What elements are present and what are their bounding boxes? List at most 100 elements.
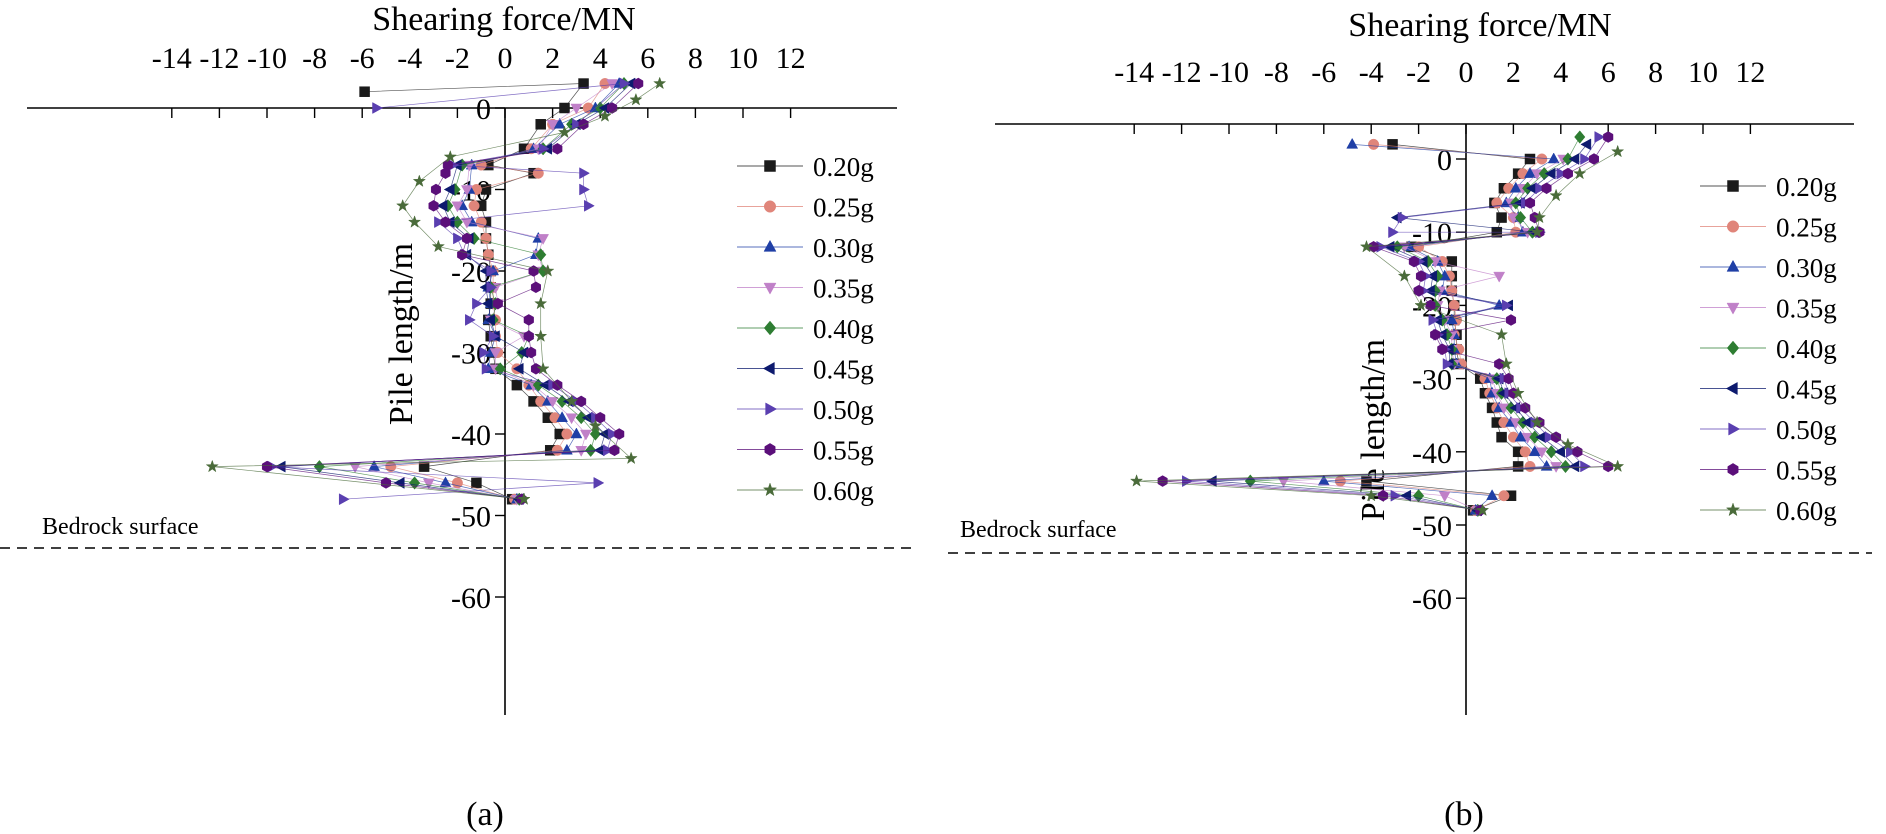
- data-point: [553, 117, 566, 129]
- data-point: [1562, 167, 1573, 180]
- legend-label: 0.60g: [1776, 496, 1837, 526]
- data-point: [1544, 431, 1556, 444]
- data-point: [1486, 489, 1499, 500]
- x-tick-label: 0: [1459, 56, 1474, 89]
- data-point: [412, 174, 427, 188]
- data-point: [440, 167, 451, 179]
- data-point: [1442, 358, 1454, 370]
- data-point: [1554, 445, 1566, 458]
- data-point: [559, 102, 570, 114]
- data-point: [338, 493, 350, 506]
- legend-marker: [1725, 381, 1738, 396]
- data-point: [1511, 386, 1525, 399]
- data-point: [205, 459, 219, 473]
- data-point: [1502, 299, 1513, 312]
- data-point: [579, 167, 591, 180]
- data-point: [1388, 226, 1400, 239]
- x-tick-label: -10: [247, 42, 287, 75]
- data-point: [633, 77, 644, 90]
- y-tick-label: -30: [1412, 364, 1452, 397]
- data-point: [561, 428, 573, 440]
- y-tick-label: -40: [1412, 437, 1452, 470]
- x-tick-label: -12: [199, 42, 239, 75]
- data-point: [530, 363, 541, 375]
- legend-label: 0.20g: [1776, 172, 1837, 202]
- data-point: [1361, 475, 1372, 487]
- data-point: [532, 167, 544, 179]
- data-point: [1157, 475, 1168, 487]
- data-point: [1536, 153, 1548, 165]
- data-point: [1532, 210, 1547, 224]
- data-point: [453, 232, 464, 245]
- data-point: [1610, 459, 1625, 473]
- data-point: [1400, 489, 1412, 502]
- data-point: [1580, 460, 1592, 473]
- series-0.60g: [1129, 144, 1625, 517]
- data-point: [428, 200, 439, 212]
- data-point: [1413, 285, 1424, 297]
- legend-item: 0.30g: [1700, 253, 1837, 283]
- data-point: [1524, 460, 1536, 472]
- legend-item: 0.35g: [737, 274, 874, 304]
- bedrock-surface-label: Bedrock surface: [960, 517, 1117, 543]
- data-point: [1528, 445, 1541, 457]
- data-point: [565, 413, 578, 425]
- panel-label: (a): [466, 796, 504, 833]
- legend-label: 0.35g: [813, 274, 874, 304]
- data-point: [430, 183, 441, 196]
- y-axis-title: Pile length/m: [383, 243, 420, 425]
- legend-item: 0.40g: [737, 314, 874, 344]
- panel-label: (b): [1444, 796, 1484, 833]
- data-point: [1573, 166, 1587, 180]
- data-point: [1544, 167, 1556, 180]
- legend-item: 0.50g: [737, 395, 874, 425]
- x-tick-label: 8: [1648, 56, 1663, 89]
- data-point: [1129, 474, 1144, 487]
- data-point: [512, 362, 524, 375]
- data-point: [589, 427, 602, 441]
- x-tick-label: -14: [1114, 56, 1154, 89]
- data-point: [1520, 402, 1531, 414]
- legend-label: 0.45g: [1776, 375, 1837, 405]
- data-point: [578, 118, 589, 131]
- data-point: [530, 281, 541, 294]
- data-point: [460, 185, 473, 197]
- data-point: [1415, 270, 1426, 282]
- data-point: [434, 216, 445, 229]
- data-point: [537, 234, 550, 245]
- data-point: [1524, 167, 1536, 178]
- data-point: [1383, 240, 1395, 253]
- series-0.55g: [261, 77, 644, 505]
- data-point: [407, 215, 422, 228]
- y-tick-label: -50: [451, 501, 491, 534]
- data-point: [484, 313, 495, 326]
- legend-label: 0.35g: [1776, 294, 1837, 324]
- data-point: [1437, 343, 1448, 356]
- legend-marker: [1726, 302, 1740, 315]
- x-tick-label: 4: [593, 42, 608, 75]
- data-point: [593, 476, 605, 489]
- legend-marker: [1726, 340, 1740, 356]
- data-point: [274, 460, 286, 473]
- legend-item: 0.55g: [737, 436, 874, 466]
- series-line: [1212, 144, 1588, 511]
- x-tick-label: -2: [1406, 56, 1431, 89]
- data-point: [570, 103, 583, 115]
- data-point: [535, 119, 546, 130]
- data-point: [1397, 211, 1409, 224]
- data-point: [588, 418, 603, 432]
- data-point: [422, 478, 435, 490]
- legend-item: 0.45g: [1700, 375, 1837, 405]
- data-point: [492, 297, 503, 310]
- data-point: [472, 297, 483, 310]
- data-point: [564, 394, 579, 408]
- data-point: [486, 265, 498, 277]
- y-tick-label: -60: [451, 582, 491, 615]
- data-point: [1397, 269, 1412, 282]
- legend-item: 0.20g: [737, 152, 874, 182]
- data-point: [1445, 313, 1458, 325]
- data-point: [1541, 182, 1552, 195]
- data-point: [1610, 144, 1625, 158]
- y-tick-label: -60: [1412, 583, 1452, 616]
